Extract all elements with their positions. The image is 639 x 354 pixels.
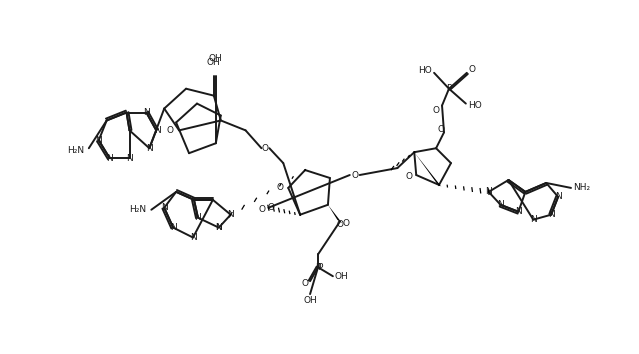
Text: NH₂: NH₂ [573, 183, 590, 193]
Text: O: O [276, 183, 283, 193]
Text: N: N [170, 223, 176, 232]
Polygon shape [328, 205, 343, 223]
Text: N: N [555, 192, 562, 201]
Text: N: N [530, 215, 537, 224]
Text: HO: HO [468, 101, 482, 110]
Text: O: O [405, 172, 412, 182]
Text: O: O [166, 126, 173, 135]
Text: O: O [268, 203, 275, 212]
Text: N: N [154, 126, 160, 135]
Text: N: N [106, 154, 113, 162]
Polygon shape [414, 152, 442, 187]
Text: O: O [301, 279, 308, 288]
Text: O: O [351, 171, 358, 179]
Text: P: P [446, 84, 452, 93]
Text: OH: OH [335, 272, 349, 281]
Text: O: O [469, 65, 476, 74]
Text: N: N [485, 187, 492, 196]
Text: O: O [438, 125, 445, 134]
Text: N: N [143, 108, 150, 117]
Text: HO: HO [419, 66, 432, 75]
Text: N: N [95, 136, 102, 145]
Text: N: N [146, 144, 153, 153]
Text: N: N [497, 200, 504, 209]
Text: N: N [227, 210, 234, 219]
Text: O: O [343, 219, 350, 228]
Text: O: O [432, 106, 439, 115]
Text: P: P [315, 263, 321, 272]
Text: H₂N: H₂N [129, 205, 146, 214]
Text: N: N [215, 223, 222, 232]
Text: OH: OH [209, 55, 223, 63]
Text: O: O [262, 144, 269, 153]
Text: H₂N: H₂N [66, 146, 84, 155]
Text: N: N [548, 210, 555, 219]
Text: N: N [190, 233, 196, 242]
Text: N: N [126, 154, 133, 162]
Text: N: N [215, 223, 222, 232]
Text: N: N [195, 213, 201, 222]
Text: P: P [318, 263, 323, 272]
Text: N: N [161, 203, 167, 212]
Text: O: O [336, 220, 343, 229]
Text: OH: OH [207, 58, 220, 67]
Text: O: O [258, 205, 265, 214]
Text: OH: OH [303, 296, 317, 304]
Text: N: N [515, 207, 522, 216]
